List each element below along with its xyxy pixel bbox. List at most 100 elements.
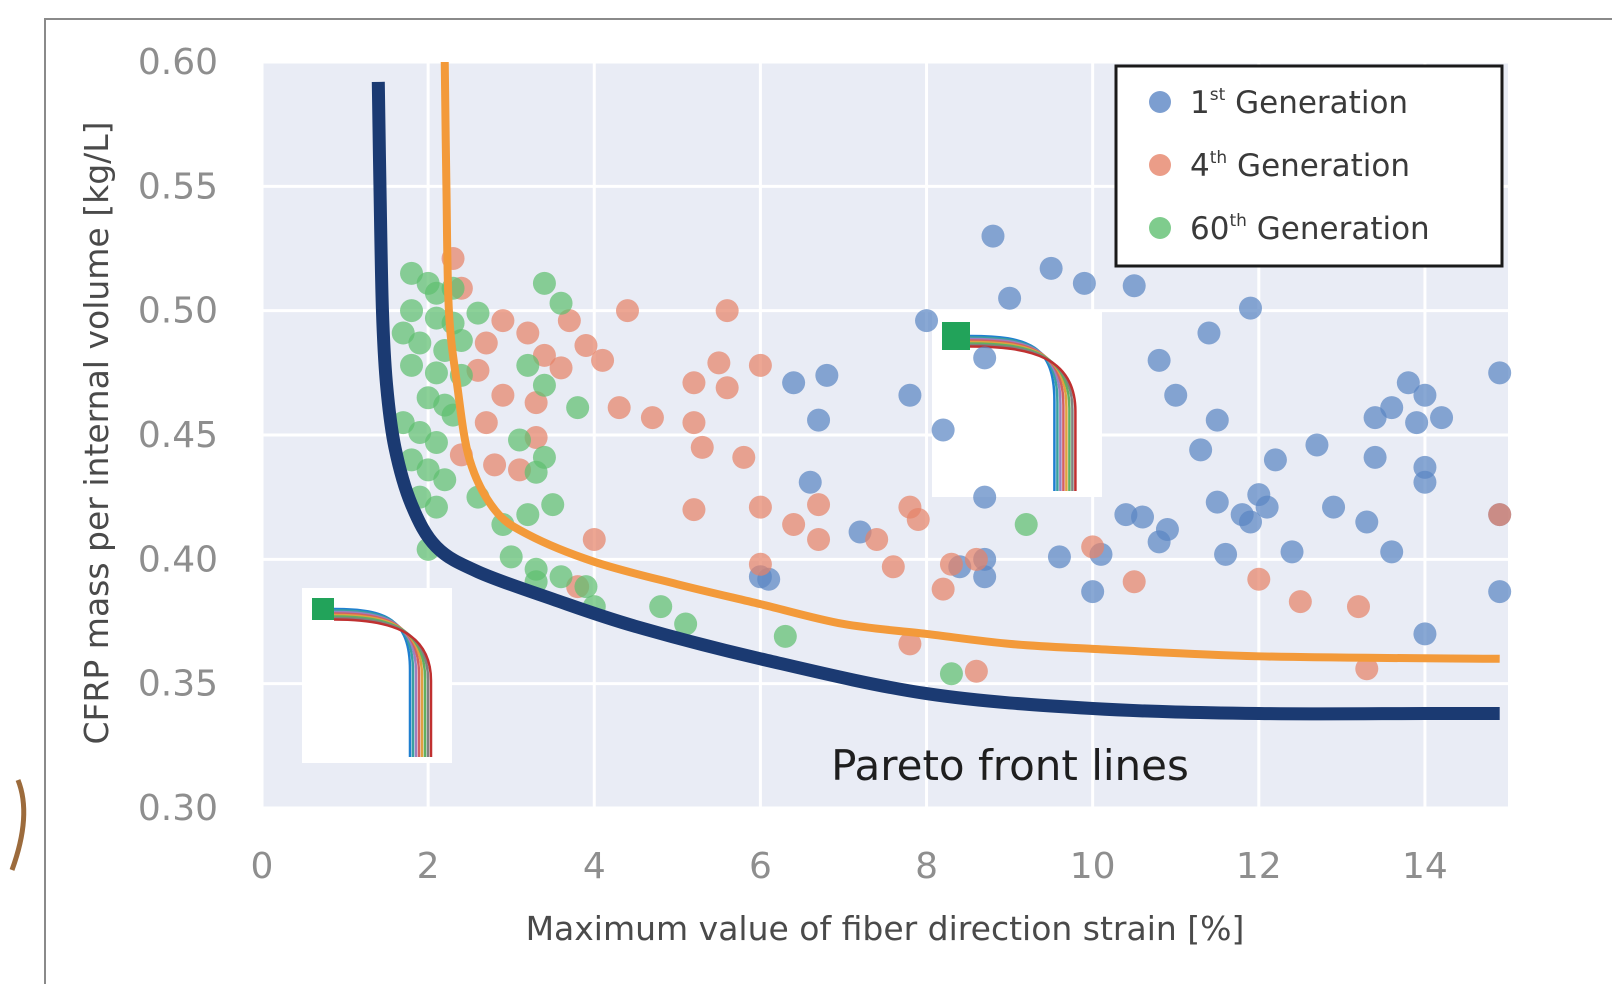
scatter-point [906, 508, 930, 532]
scatter-point [964, 547, 988, 571]
y-tick-label: 0.50 [138, 291, 218, 332]
legend-marker [1149, 217, 1171, 239]
scatter-point [400, 299, 424, 323]
scatter-point [1263, 448, 1287, 472]
scatter-point [491, 383, 515, 407]
x-tick-label: 0 [251, 846, 274, 887]
inset-ply-line [969, 345, 1077, 491]
legend-label: 60th Generation [1190, 211, 1430, 247]
scatter-point [532, 343, 556, 367]
scatter-point [1205, 408, 1229, 432]
scatter-point [807, 527, 831, 551]
scatter-point [532, 373, 556, 397]
scatter-point [1072, 271, 1096, 295]
x-tick-label: 10 [1070, 846, 1116, 887]
inset-shape-large [932, 312, 1102, 497]
x-tick-label: 4 [583, 846, 606, 887]
scatter-point [682, 411, 706, 435]
legend-marker [1149, 91, 1171, 113]
scatter-point [474, 411, 498, 435]
scatter-point [674, 612, 698, 636]
scatter-point [640, 406, 664, 430]
scatter-point [931, 577, 955, 601]
scatter-point [1238, 296, 1262, 320]
scatter-point [1122, 274, 1146, 298]
legend: 1st Generation 4th Generation 60th Generat… [1114, 64, 1504, 268]
x-tick-label: 12 [1236, 846, 1282, 887]
scatter-point [1488, 503, 1512, 527]
scatter-point [964, 659, 988, 683]
scatter-point [1413, 470, 1437, 494]
y-tick-label: 0.30 [138, 788, 218, 829]
scatter-point [574, 333, 598, 357]
y-tick-label: 0.60 [138, 42, 218, 83]
scatter-point [1164, 383, 1188, 407]
y-tick-labels: 0.30 0.35 0.40 0.45 0.50 0.55 0.60 [138, 42, 218, 829]
legend-label: 4th Generation [1190, 148, 1410, 184]
legend-box [1114, 64, 1504, 268]
scatter-point [690, 435, 714, 459]
scatter-point [491, 309, 515, 333]
cropped-neighbor-graphic [9, 779, 27, 871]
scatter-point [748, 353, 772, 377]
scatter-point [807, 408, 831, 432]
scatter-point [1081, 580, 1105, 604]
scatter-point [748, 495, 772, 519]
scatter-point [1413, 622, 1437, 646]
scatter-point [1081, 535, 1105, 559]
x-tick-label: 6 [749, 846, 772, 887]
scatter-point [1288, 590, 1312, 614]
scatter-point [400, 448, 424, 472]
scatter-point [1346, 595, 1370, 619]
scatter-point [732, 445, 756, 469]
data-points [391, 224, 1512, 686]
scatter-point [433, 468, 457, 492]
inset-ply-line [333, 618, 433, 757]
scatter-point [424, 430, 448, 454]
scatter-point [1363, 406, 1387, 430]
scatter-point [1147, 348, 1171, 372]
series-1 [748, 224, 1512, 646]
scatter-point [931, 418, 955, 442]
scatter-point [408, 421, 432, 445]
scatter-point [474, 331, 498, 355]
shape-insets [302, 312, 1102, 763]
scatter-point [1305, 433, 1329, 457]
y-tick-label: 0.35 [138, 664, 218, 705]
scatter-point [1122, 570, 1146, 594]
scatter-point [782, 513, 806, 537]
scatter-point [582, 527, 606, 551]
scatter-point [1247, 567, 1271, 591]
scatter-point [1355, 510, 1379, 534]
scatter-point [881, 555, 905, 579]
scatter-point [939, 662, 963, 686]
scatter-point [998, 286, 1022, 310]
scatter-point [898, 383, 922, 407]
scatter-point [1189, 438, 1213, 462]
pareto-lines [371, 61, 1500, 721]
y-tick-label: 0.40 [138, 539, 218, 580]
scatter-point [1430, 406, 1454, 430]
scatter-point [1355, 657, 1379, 681]
scatter-point [408, 331, 432, 355]
scatter-point [865, 527, 889, 551]
scatter-point [508, 428, 532, 452]
scatter-point [1131, 505, 1155, 529]
pareto-annotation: Pareto front lines [831, 741, 1189, 790]
scatter-point [549, 356, 573, 380]
scatter-point [524, 460, 548, 484]
scatter-point [391, 321, 415, 345]
scatter-point [1396, 371, 1420, 395]
scatter-point [973, 346, 997, 370]
inset-shape-small [302, 588, 452, 763]
scatter-point [416, 458, 440, 482]
scatter-point [715, 299, 739, 323]
scatter-point [798, 470, 822, 494]
scatter-point [424, 495, 448, 519]
scatter-point [607, 396, 631, 420]
y-axis-label: CFRP mass per internal volume [kg/L] [77, 121, 116, 744]
scatter-point [973, 485, 997, 509]
scatter-point [1238, 510, 1262, 534]
scatter-point [1413, 383, 1437, 407]
